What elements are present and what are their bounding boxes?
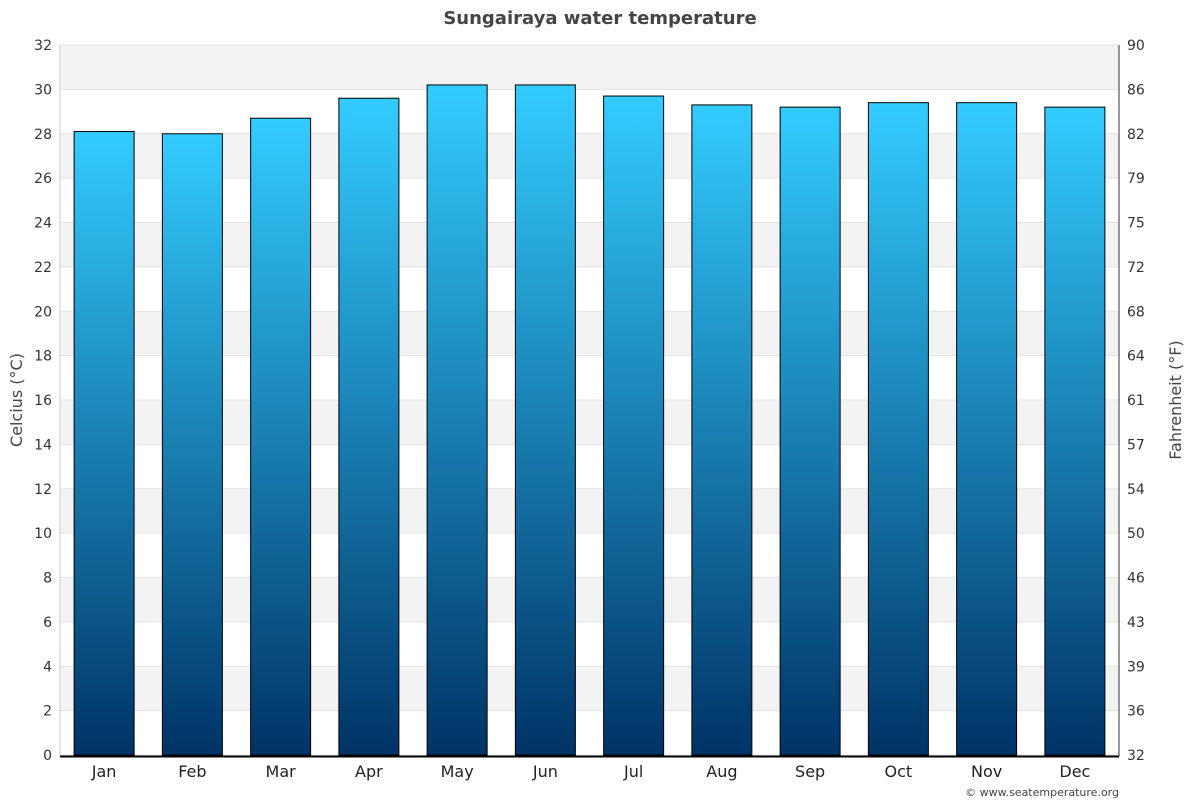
x-tick-label: Mar <box>266 762 297 781</box>
x-tick-label: Apr <box>355 762 383 781</box>
x-tick-label: Sep <box>795 762 825 781</box>
bar-aug <box>691 104 753 756</box>
y-tick-label-right: 86 <box>1127 82 1145 98</box>
y-tick-label-right: 64 <box>1127 349 1145 365</box>
x-tick-label: Feb <box>178 762 206 781</box>
y-tick-label-left: 28 <box>34 127 52 143</box>
credit-text: © www.seatemperature.org <box>965 786 1119 799</box>
y-tick-label-left: 8 <box>43 571 52 587</box>
x-tick-label: Oct <box>885 762 913 781</box>
y-axis-label-right: Fahrenheit (°F) <box>1166 340 1185 459</box>
y-tick-label-left: 0 <box>43 748 52 764</box>
y-tick-label-right: 54 <box>1127 482 1145 498</box>
y-tick-label-left: 12 <box>34 482 52 498</box>
bar-oct <box>867 102 929 756</box>
chart-title: Sungairaya water temperature <box>443 8 756 29</box>
x-tick-label: Jul <box>623 762 643 781</box>
bar-jul <box>603 95 665 756</box>
y-tick-label-left: 16 <box>34 393 52 409</box>
y-tick-label-left: 22 <box>34 260 52 276</box>
bar-apr <box>338 97 400 756</box>
x-tick-label: Nov <box>971 762 1002 781</box>
grid-band <box>60 45 1119 90</box>
y-tick-label-right: 50 <box>1127 526 1145 542</box>
y-tick-label-right: 57 <box>1127 437 1145 453</box>
bar-may <box>426 84 488 756</box>
grid-band <box>60 133 1119 179</box>
y-tick-label-left: 14 <box>34 437 52 453</box>
grid-band <box>60 400 1119 445</box>
x-tick-label: Jan <box>91 762 117 781</box>
x-tick-label: Dec <box>1059 762 1090 781</box>
grid-band <box>60 311 1119 356</box>
x-tick-label: May <box>441 762 474 781</box>
y-tick-label-right: 39 <box>1127 659 1145 675</box>
x-tick-label: Aug <box>706 762 737 781</box>
y-tick-label-left: 26 <box>34 171 52 187</box>
y-tick-label-right: 72 <box>1127 260 1145 276</box>
y-tick-label-left: 6 <box>43 615 52 631</box>
grid-band <box>60 488 1119 534</box>
x-tick-label: Jun <box>532 762 558 781</box>
y-tick-label-right: 75 <box>1127 216 1145 232</box>
y-tick-label-left: 24 <box>34 216 52 232</box>
y-tick-label-right: 36 <box>1127 704 1145 720</box>
grid-band <box>60 666 1119 711</box>
bar-jan <box>73 131 135 756</box>
y-tick-label-right: 79 <box>1127 171 1145 187</box>
y-tick-label-right: 43 <box>1127 615 1145 631</box>
bar-mar <box>250 117 312 756</box>
y-tick-label-left: 10 <box>34 526 52 542</box>
y-axis-label-left: Celcius (°C) <box>7 353 26 447</box>
y-tick-label-right: 61 <box>1127 393 1145 409</box>
bar-dec <box>1044 106 1106 756</box>
y-tick-label-left: 18 <box>34 349 52 365</box>
y-tick-label-left: 2 <box>43 704 52 720</box>
y-tick-label-right: 82 <box>1127 127 1145 143</box>
bar-sep <box>779 106 841 756</box>
y-tick-label-right: 68 <box>1127 304 1145 320</box>
y-tick-label-right: 32 <box>1127 748 1145 764</box>
bar-feb <box>161 133 223 756</box>
y-tick-label-left: 4 <box>43 659 52 675</box>
grid-band <box>60 577 1119 622</box>
y-tick-label-left: 30 <box>34 82 52 98</box>
y-tick-label-left: 32 <box>34 38 52 54</box>
y-tick-label-right: 90 <box>1127 38 1145 54</box>
y-tick-label-left: 20 <box>34 304 52 320</box>
bar-nov <box>956 102 1018 756</box>
y-tick-label-right: 46 <box>1127 571 1145 587</box>
grid-band <box>60 222 1119 267</box>
bar-jun <box>514 84 576 756</box>
